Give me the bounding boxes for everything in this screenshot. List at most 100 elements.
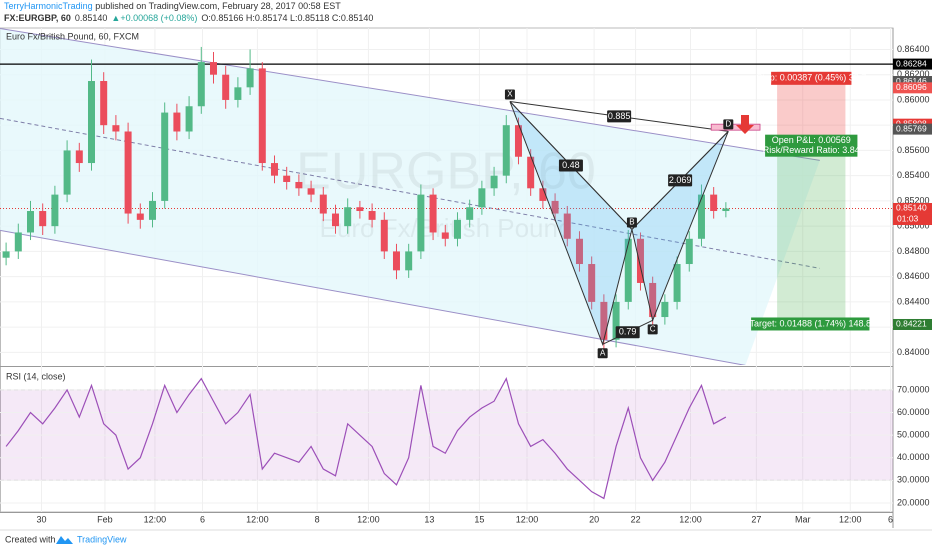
rr-label: Risk/Reward Ratio: 3.84	[763, 145, 860, 155]
y-tick-label: 40.0000	[897, 452, 930, 462]
candle-body	[319, 194, 327, 214]
y-tick-label: 30.0000	[897, 475, 930, 485]
candle-body	[551, 200, 559, 214]
candle-body	[270, 163, 278, 176]
point-label: D	[725, 119, 731, 128]
candle-body	[136, 213, 144, 220]
footer-brand[interactable]: TradingView	[77, 534, 127, 544]
candle-body	[636, 238, 644, 283]
y-tick-label: 0.85600	[897, 145, 930, 155]
candle-body	[417, 194, 425, 252]
x-tick-label: 8	[315, 514, 320, 524]
symbol-line: FX:EURGBP, 60 0.85140 ▲+0.00068 (+0.08%) O:…	[4, 13, 373, 23]
y-tick-label: 60.0000	[897, 407, 930, 417]
candle-body	[148, 200, 156, 220]
x-tick-label: 12:00	[246, 514, 269, 524]
candle-body	[588, 264, 596, 302]
ratio-label: 0.48	[562, 160, 580, 170]
point-box	[723, 119, 734, 130]
x-tick-label: Feb	[97, 514, 113, 524]
candle-body	[356, 207, 364, 212]
y-tick-label: 0.86400	[897, 44, 930, 54]
ratio-label: 0.79	[619, 327, 637, 337]
x-tick-label: 12:00	[516, 514, 539, 524]
target-label: Target: 0.01488 (1.74%) 148.8	[749, 318, 871, 328]
candle-body	[478, 188, 486, 208]
target-zone	[777, 136, 846, 331]
price-label: 0.85769	[896, 123, 927, 133]
channel-upper	[0, 28, 820, 161]
point-box	[597, 348, 608, 359]
arrow: ▲	[111, 13, 120, 23]
point-label: C	[650, 324, 656, 333]
footer-text: Created with	[5, 534, 56, 544]
candle-body	[453, 219, 461, 239]
ratio-box	[668, 174, 693, 187]
candle-body	[222, 74, 230, 100]
ratio-label: 2.069	[669, 175, 692, 185]
candle-body	[344, 207, 352, 227]
x-tick-label: 15	[474, 514, 484, 524]
countdown: 01:03	[897, 214, 919, 224]
price-label: 0.85140	[896, 203, 927, 213]
rsi-pane	[0, 377, 893, 504]
ratio-label: 0.885	[608, 111, 631, 121]
price-label-box	[893, 76, 932, 88]
candle-body	[722, 208, 730, 212]
candle-body	[649, 282, 657, 318]
pnl-label: Open P&L: 0.00569	[772, 135, 851, 145]
price-label-box	[893, 202, 932, 214]
candle-body	[405, 251, 413, 271]
price-label: 0.86096	[896, 82, 927, 92]
candle-body	[307, 188, 315, 195]
candle-body	[246, 68, 254, 88]
stop-label: Stop: 0.00387 (0.45%) 38.7	[756, 73, 866, 83]
x-tick-label: 12:00	[679, 514, 702, 524]
candle-body	[112, 125, 120, 132]
price-label-box	[893, 318, 932, 330]
y-tick-label: 0.84400	[897, 296, 930, 306]
point-box	[626, 217, 637, 228]
point-box	[647, 324, 658, 335]
candle-body	[209, 62, 217, 75]
y-tick-label: 0.86000	[897, 94, 930, 104]
candle-body	[258, 68, 266, 164]
candle-body	[673, 264, 681, 302]
candle-body	[661, 301, 669, 318]
y-tick-label: 0.85400	[897, 170, 930, 180]
candle-body	[490, 175, 498, 189]
candle-body	[124, 131, 132, 214]
price-label-box	[893, 58, 932, 70]
candle-body	[26, 211, 34, 233]
candle-body	[466, 207, 474, 220]
candle-body	[63, 150, 71, 195]
last: 0.85140	[75, 13, 108, 23]
y-tick-label: 0.84600	[897, 271, 930, 281]
point-label: A	[600, 348, 606, 357]
candle-body	[429, 194, 437, 233]
candle-body	[295, 181, 303, 189]
y-tick-label: 70.0000	[897, 384, 930, 394]
author[interactable]: TerryHarmonicTrading	[4, 1, 93, 11]
ratio-box	[615, 326, 640, 339]
pane-title: Euro Fx/British Pound, 60, FXCM	[6, 31, 139, 41]
x-tick-label: 22	[631, 514, 641, 524]
y-tick-label: 0.84000	[897, 347, 930, 357]
candle-body	[100, 81, 108, 126]
candle-body	[368, 211, 376, 220]
candle-body	[600, 301, 608, 340]
rsi-line	[5, 377, 727, 500]
candle-body	[392, 251, 400, 271]
x-tick-label: 30	[36, 514, 46, 524]
candle-body	[624, 238, 632, 302]
price-label-box	[893, 123, 932, 135]
candle-body	[612, 301, 620, 340]
candle-body	[563, 213, 571, 239]
candle-body	[685, 238, 693, 265]
published: published on TradingView.com, February 2…	[93, 1, 341, 11]
x-tick-label: 12:00	[357, 514, 380, 524]
change: +0.00068 (+0.08%)	[120, 13, 197, 23]
overlay: 30 Feb 12:00 6 12:00 8 12:00 13 15 12:00 20 22 12:00…	[36, 44, 932, 524]
